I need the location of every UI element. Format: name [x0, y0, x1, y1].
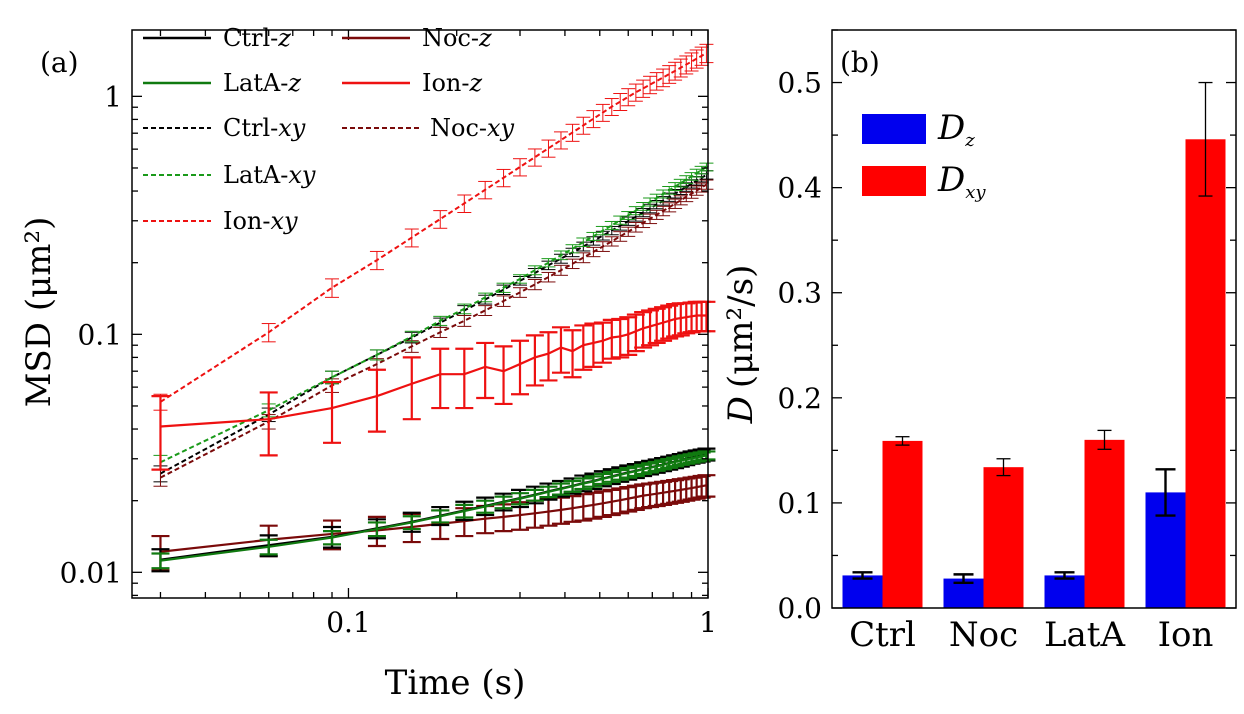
- panel-b-y-tick-label: 0.3: [777, 277, 822, 310]
- bar-dxy-ctrl: [882, 440, 923, 608]
- panel-a-label: (a): [40, 46, 79, 79]
- legend-label-var: z: [277, 24, 291, 52]
- bar-dxy-lata: [1084, 439, 1125, 608]
- panel-b-y-axis-var: D: [721, 396, 761, 424]
- legend-label: Noc-z: [422, 24, 492, 52]
- panel-b-frame: [831, 29, 1237, 609]
- series-line: [160, 314, 707, 428]
- series-ion-z: [151, 300, 716, 471]
- panel-a-y-tick-label: 1: [104, 80, 122, 113]
- panel-a-x-tick-label: 1: [699, 606, 717, 639]
- legend-label: LatA-xy: [223, 161, 316, 189]
- legend-label: Ctrl-xy: [223, 114, 306, 142]
- legend-label-base: LatA-: [223, 161, 288, 189]
- bar-dxy-noc: [983, 467, 1024, 608]
- legend-label-var: xy: [487, 114, 515, 142]
- legend-label: LatA-z: [223, 69, 301, 97]
- panel-a-y-tick-label: 0.01: [60, 556, 122, 589]
- bar-dz-ctrl: [842, 575, 883, 608]
- series-line: [159, 52, 707, 403]
- legend-label-base: Ctrl-: [223, 114, 278, 142]
- series-line: [160, 454, 707, 562]
- legend-label: Ion-xy: [223, 207, 298, 235]
- series-ion-xy: [153, 43, 714, 411]
- panel-b-category-label: Ion: [1158, 615, 1214, 655]
- legend-label-var: z: [469, 69, 483, 97]
- legend-label-main: D: [937, 160, 965, 200]
- legend-label-base: Noc-: [430, 114, 487, 142]
- panel-b-category-label: Noc: [949, 615, 1018, 655]
- legend-label-base: Ion-: [223, 207, 271, 235]
- panel-b-y-axis-unit: (μm²/s): [721, 265, 761, 388]
- panel-b-bars: [842, 81, 1226, 608]
- legend-label-var: z: [478, 24, 492, 52]
- series-noc-xy: [153, 179, 714, 487]
- panel-b-y-tick-label: 0.5: [777, 67, 822, 100]
- panel-b-y-tick-label: 0.2: [777, 382, 822, 415]
- panel-a-y-tick-label: 0.1: [77, 318, 122, 351]
- panel-b-y-axis-title: D (μm²/s): [721, 265, 761, 425]
- panel-b-ticks: 0.0 0.1 0.2 0.3 0.4 0.5 Ctrl Noc LatA Ion: [777, 29, 1236, 655]
- legend-label-sub: xy: [965, 182, 986, 203]
- panel-a-frame: [131, 29, 709, 599]
- legend-label-dxy: Dxy: [937, 160, 986, 203]
- panel-b-label: (b): [840, 46, 880, 79]
- legend-swatch-dxy: [862, 166, 926, 196]
- series-line: [160, 166, 707, 464]
- legend-label-base: Ion-: [422, 69, 470, 97]
- legend-label-sub: z: [964, 130, 975, 151]
- panel-a-y-axis-title: MSD (μm²): [19, 217, 59, 408]
- legend-label-main: D: [937, 108, 965, 148]
- bar-dz-lata: [1044, 575, 1085, 608]
- legend-swatch-dz: [862, 114, 926, 144]
- legend-label-base: LatA-: [223, 69, 288, 97]
- legend-label-base: Noc-: [422, 24, 479, 52]
- panel-b-category-label: Ctrl: [849, 615, 916, 655]
- panel-b-category-label: LatA: [1044, 615, 1126, 655]
- bar-dxy-ion: [1185, 139, 1226, 608]
- legend-label-var: xy: [288, 161, 316, 189]
- legend-label-var: z: [287, 69, 301, 97]
- legend-label-base: Ctrl-: [223, 24, 278, 52]
- panel-a-msd-plot: 0.1 1 0.01 0.1 1 (a) Time (s) MSD (μm²) Ctrl…: [19, 24, 717, 703]
- legend-label: Ctrl-z: [223, 24, 291, 52]
- legend-label: Ion-z: [422, 69, 483, 97]
- series-lata-xy: [153, 162, 714, 471]
- panel-b-y-tick-label: 0.0: [777, 592, 822, 625]
- legend-label-var: xy: [271, 207, 299, 235]
- panel-a-data-layer: [151, 43, 716, 573]
- legend-label-dz: Dz: [937, 108, 975, 151]
- panel-a-x-axis-title: Time (s): [385, 663, 526, 703]
- panel-b-y-tick-label: 0.1: [777, 487, 822, 520]
- panel-b-y-tick-label: 0.4: [777, 172, 822, 205]
- series-lata-z: [151, 450, 716, 570]
- series-line: [160, 183, 707, 479]
- panel-a-x-tick-label: 0.1: [326, 606, 371, 639]
- panel-a-ticks: 0.1 1 0.01 0.1 1: [60, 30, 717, 639]
- legend-label-var: xy: [278, 114, 306, 142]
- legend-label: Noc-xy: [430, 114, 515, 142]
- panel-b-bar-chart: 0.0 0.1 0.2 0.3 0.4 0.5 Ctrl Noc LatA Ion (b) D (μ…: [721, 29, 1237, 655]
